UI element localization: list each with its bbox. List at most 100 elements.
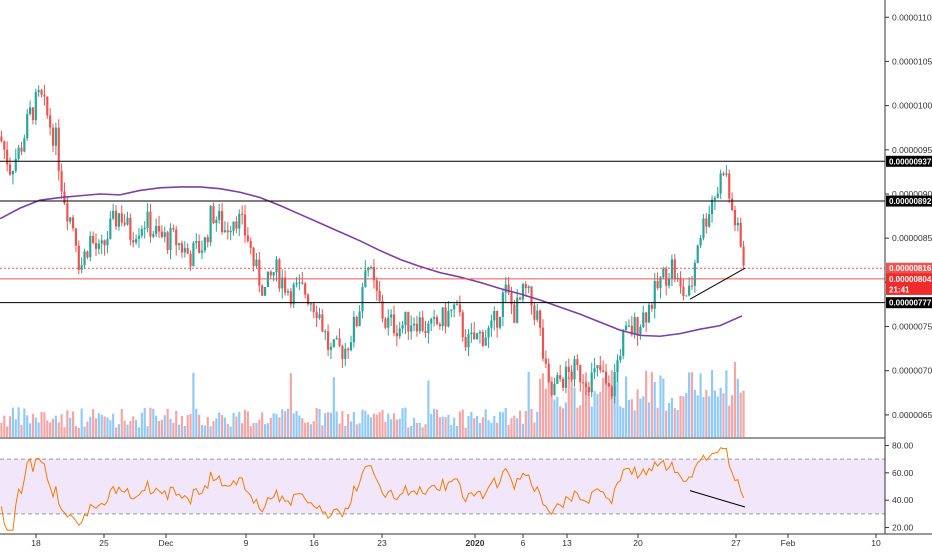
volume-bar [318, 408, 321, 437]
candle [645, 311, 648, 332]
price-badge: 0.00000777 [886, 297, 932, 309]
volume-bar [613, 387, 616, 437]
candle [461, 309, 464, 342]
candle [252, 246, 255, 272]
time-tick-label: 9 [244, 538, 249, 548]
candle [708, 205, 711, 228]
candle [650, 302, 653, 312]
candle [172, 224, 175, 233]
candle [527, 285, 530, 294]
candle [579, 364, 582, 392]
candle [670, 254, 674, 287]
volume-bar [135, 419, 138, 437]
volume-bar [392, 413, 396, 437]
candle [487, 325, 490, 348]
candle [556, 372, 559, 385]
volume-bar [438, 417, 441, 437]
volume-bar [106, 417, 109, 437]
volume-bar [49, 422, 52, 437]
candle [232, 221, 235, 236]
volume-bar [315, 407, 318, 437]
volume-bar [109, 420, 112, 437]
candle [496, 310, 499, 338]
volume-bar [178, 424, 181, 437]
candle [412, 317, 416, 332]
candle [444, 302, 447, 334]
volume-bar [229, 426, 232, 437]
candle [473, 321, 476, 340]
candle [530, 286, 533, 315]
moving-average [0, 186, 743, 338]
volume-bar [487, 420, 490, 437]
volume-bar [593, 390, 596, 437]
candle [241, 205, 244, 225]
candle [29, 100, 32, 116]
candle [327, 324, 330, 356]
candle [501, 288, 504, 327]
candle [662, 266, 665, 280]
candle [582, 374, 585, 391]
volume-bar [708, 396, 711, 437]
volume-bar [332, 377, 335, 437]
candle [189, 250, 192, 271]
volume-bar [587, 386, 590, 437]
volume-bar [37, 422, 40, 437]
candle [673, 254, 676, 283]
candle [309, 302, 312, 312]
volume-bar [447, 414, 450, 437]
candle [338, 328, 341, 347]
candle [86, 250, 89, 260]
price-badge: 0.00000892 [886, 195, 932, 207]
candle [255, 253, 258, 269]
volume-bar [570, 370, 573, 437]
volume-bar [476, 415, 479, 437]
volume-bar [258, 419, 261, 437]
rsi-band [0, 458, 885, 515]
candle [728, 169, 731, 203]
volume-bar [183, 426, 186, 437]
price-tick-label: 0.00001100 [892, 12, 932, 22]
candle [410, 315, 413, 340]
candle [289, 287, 292, 308]
candle [493, 306, 496, 331]
volume-bar [223, 417, 227, 437]
volume-bar [40, 411, 43, 437]
volume-bar [29, 423, 32, 437]
volume-bar [473, 418, 476, 437]
volume-bar [252, 422, 255, 437]
volume-bar [157, 420, 161, 437]
volume-bar [361, 409, 364, 437]
candle [329, 342, 333, 360]
candle [573, 355, 576, 387]
candle [349, 335, 353, 352]
candle [17, 144, 20, 161]
candle [8, 157, 12, 177]
volume-bar [610, 370, 613, 437]
volume-bar [57, 422, 60, 437]
candle [381, 294, 384, 323]
volume-bar [226, 423, 229, 437]
volume-bar [26, 415, 29, 437]
candle [430, 317, 433, 332]
volume-bar [616, 362, 619, 437]
volume-bar [286, 408, 290, 437]
volume-bar [120, 408, 123, 437]
candle [23, 134, 26, 153]
rsi-tick-label: 80.00 [892, 440, 914, 450]
volume-bar [407, 427, 410, 437]
candle [281, 269, 284, 299]
candle [610, 385, 613, 400]
candle [647, 302, 651, 324]
volume-bar [731, 395, 734, 437]
svg-text:0.00000816: 0.00000816 [889, 264, 932, 273]
candle [384, 317, 387, 330]
candle [387, 309, 390, 336]
candle [306, 293, 310, 306]
volume-bar [627, 400, 631, 437]
volume-bar [71, 411, 75, 437]
volume-bar [390, 419, 393, 437]
